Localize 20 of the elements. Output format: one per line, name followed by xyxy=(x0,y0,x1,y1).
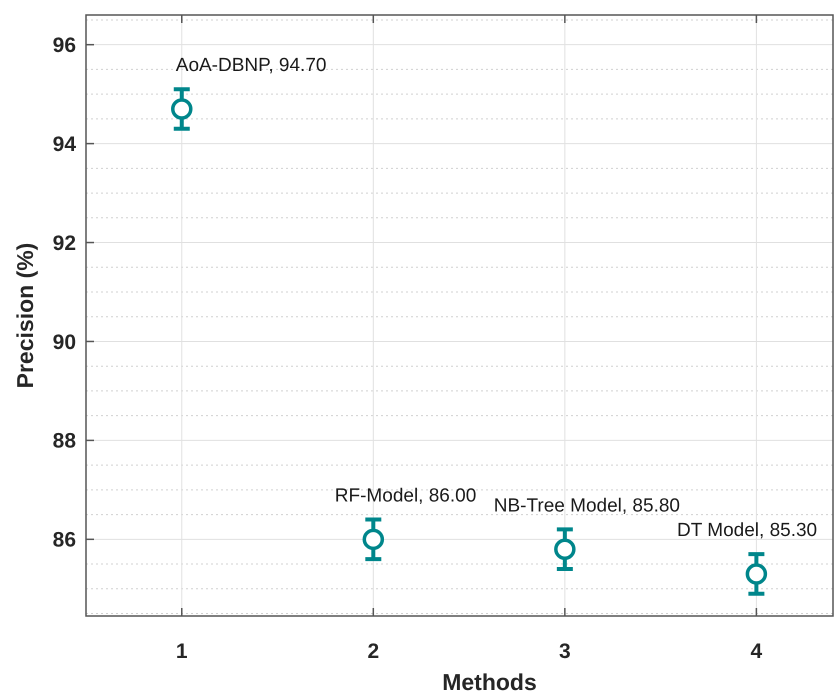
annotation: AoA-DBNP, 94.70 xyxy=(176,55,326,76)
annotation: DT Model, 85.30 xyxy=(677,520,818,542)
point xyxy=(554,538,576,560)
y-tick-label: 96 xyxy=(52,34,76,58)
y-tick-label: 86 xyxy=(52,528,76,552)
y-tick-label: 92 xyxy=(52,232,76,255)
x-tick-label: 4 xyxy=(750,640,763,663)
x-tick-label: 2 xyxy=(367,640,380,663)
annotation: RF-Model, 86.00 xyxy=(334,486,476,507)
y-tick-label: 90 xyxy=(52,330,76,354)
point xyxy=(746,563,768,585)
x-tick-label: 1 xyxy=(176,640,188,663)
y-tick-label: 94 xyxy=(52,132,76,156)
x-axis-title: Methods xyxy=(442,669,537,693)
y-axis-title: Precision (%) xyxy=(12,242,38,388)
x-tick-label: 3 xyxy=(559,640,571,663)
annotation: NB-Tree Model, 85.80 xyxy=(494,495,680,516)
point xyxy=(362,528,384,550)
point xyxy=(171,98,193,120)
y-tick-label: 88 xyxy=(52,430,76,453)
